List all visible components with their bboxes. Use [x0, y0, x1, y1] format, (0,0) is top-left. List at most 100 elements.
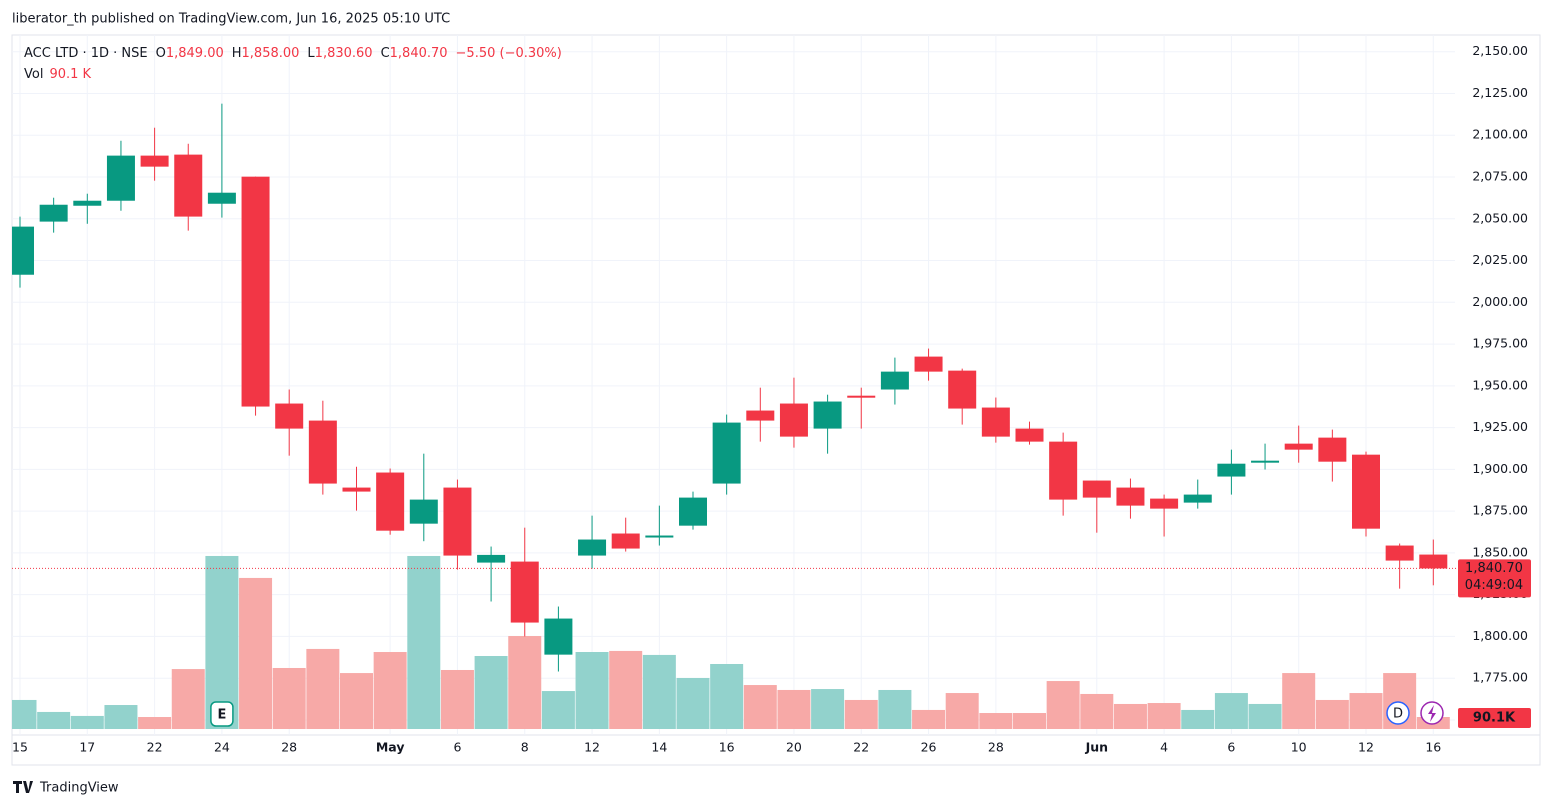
- legend-value: 1,840.70: [390, 46, 448, 61]
- x-tick-label: 28: [281, 740, 297, 755]
- x-tick-label: 4: [1160, 740, 1168, 755]
- legend: ACC LTD · 1D · NSE O1,849.00 H1,858.00 L1,8…: [24, 46, 562, 61]
- volume-bar: [340, 673, 373, 729]
- y-tick-label: 1,775.00: [1472, 670, 1528, 685]
- candle-body: [611, 533, 640, 549]
- candle-body: [645, 535, 674, 538]
- y-tick-label: 2,125.00: [1472, 85, 1528, 100]
- candle-body: [544, 618, 573, 655]
- volume-bar: [272, 667, 306, 729]
- x-tick-label: 22: [147, 740, 163, 755]
- candle-body: [847, 395, 876, 398]
- y-tick-label: 1,850.00: [1472, 544, 1528, 559]
- y-tick-label: 2,150.00: [1472, 43, 1528, 58]
- x-tick-label: 20: [786, 740, 802, 755]
- legend-value: 1,849.00: [166, 46, 224, 61]
- volume-bar: [306, 648, 340, 729]
- volume-bar: [440, 669, 474, 729]
- x-tick-label: 28: [988, 740, 1004, 755]
- volume-bar: [104, 705, 138, 729]
- volume-bar: [474, 656, 508, 729]
- chart-frame: [11, 34, 1541, 766]
- volume-bar: [541, 691, 575, 729]
- brand-text: TradingView: [39, 781, 119, 796]
- volume-bar: [912, 709, 946, 729]
- badge-circle: [1386, 701, 1410, 725]
- legend-key: O: [156, 46, 166, 61]
- candle-body: [712, 422, 741, 484]
- volume-bar: [945, 693, 979, 729]
- volume-bar: [70, 715, 104, 729]
- volume-bar: [1214, 693, 1248, 729]
- candle-body: [1419, 554, 1448, 569]
- volume-bar: [1181, 709, 1215, 729]
- volume-bar: [844, 699, 878, 729]
- x-tick-label: 22: [853, 740, 869, 755]
- candle-body: [39, 204, 68, 222]
- y-tick-label: 1,950.00: [1472, 377, 1528, 392]
- volume-bar: [1113, 703, 1147, 729]
- legend-value: 1,858.00: [242, 46, 300, 61]
- vol-key: Vol: [24, 67, 43, 82]
- legend-key: H: [232, 46, 242, 61]
- volume-bar: [239, 577, 273, 729]
- candle-body: [1284, 443, 1313, 450]
- y-tick-label: 2,000.00: [1472, 294, 1528, 309]
- candle-body: [1385, 545, 1414, 561]
- last-volume-box: [1458, 708, 1531, 728]
- x-tick-label: 15: [12, 740, 28, 755]
- dividend-badge[interactable]: D: [1386, 701, 1410, 725]
- candle-body: [477, 554, 506, 563]
- candle-body: [1015, 428, 1044, 442]
- x-tick-label: 26: [921, 740, 937, 755]
- volume-bar: [37, 711, 71, 729]
- volume-bar: [811, 689, 845, 729]
- candle-body: [106, 155, 135, 201]
- candle-body: [275, 403, 304, 429]
- candle-body: [376, 472, 405, 531]
- candle-body: [409, 499, 438, 524]
- last-price-label: 1,840.70: [1465, 561, 1523, 576]
- volume-bar: [1349, 693, 1383, 729]
- x-tick-label: 12: [584, 740, 600, 755]
- volume-bar: [743, 685, 777, 729]
- volume-bar: [777, 689, 811, 729]
- y-tick-label: 2,025.00: [1472, 252, 1528, 267]
- volume-bar: [878, 689, 912, 729]
- symbol: ACC LTD · 1D · NSE: [24, 46, 148, 61]
- x-tick-label: 12: [1358, 740, 1374, 755]
- volume-bar: [508, 636, 542, 729]
- attribution: liberator_th published on TradingView.co…: [12, 12, 450, 27]
- y-tick-label: 1,800.00: [1472, 628, 1528, 643]
- candle-body: [207, 192, 236, 204]
- candle-body: [813, 401, 842, 429]
- legend-key: C: [381, 46, 390, 61]
- y-tick-label: 1,900.00: [1472, 461, 1528, 476]
- candle-body: [948, 370, 977, 409]
- candle-body: [880, 371, 909, 390]
- volume-bar: [12, 699, 37, 729]
- candle-body: [914, 356, 943, 372]
- brand-logo: [13, 781, 33, 793]
- volume-pane: [12, 555, 1450, 729]
- legend-value: 1,830.60: [315, 46, 373, 61]
- candle-body: [578, 539, 607, 556]
- x-tick-label: 24: [214, 740, 230, 755]
- volume-bar: [979, 713, 1013, 729]
- badge-label: D: [1393, 707, 1403, 722]
- volume-bar: [1046, 681, 1080, 729]
- x-tick-label: 14: [651, 740, 667, 755]
- candles: [12, 103, 1448, 672]
- x-tick-label: 16: [1425, 740, 1441, 755]
- event-marker[interactable]: E: [210, 701, 234, 727]
- legend-key: L: [307, 46, 315, 61]
- candle-body: [12, 226, 34, 275]
- countdown: 04:49:04: [1465, 578, 1523, 593]
- candle-body: [443, 487, 472, 556]
- flash-badge[interactable]: [1420, 701, 1444, 725]
- volume-bar: [138, 717, 172, 729]
- volume-bar: [1013, 713, 1046, 729]
- volume-legend: Vol 90.1 K: [24, 67, 92, 82]
- x-tick-label: 6: [1227, 740, 1235, 755]
